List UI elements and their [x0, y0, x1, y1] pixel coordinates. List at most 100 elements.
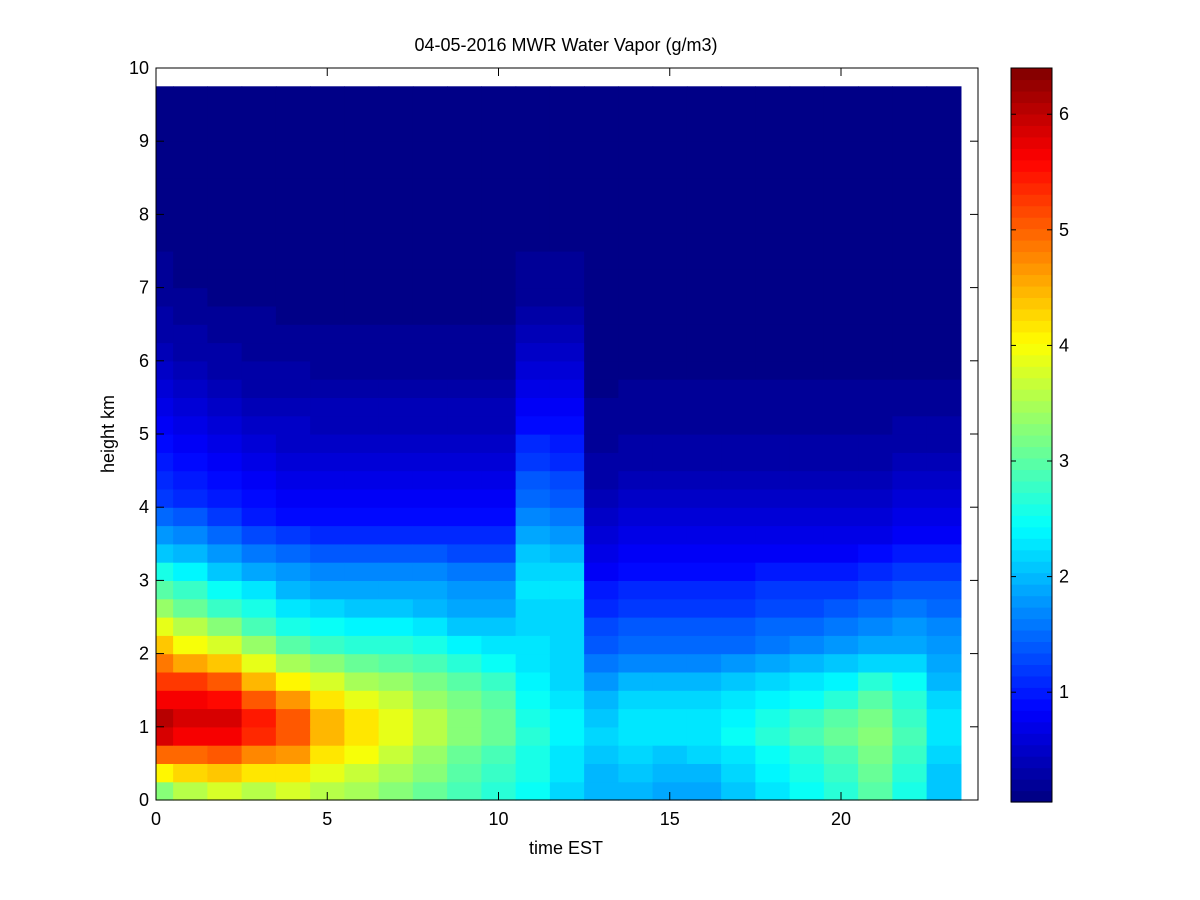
heatmap-cell: [652, 562, 688, 581]
heatmap-cell: [618, 617, 654, 636]
heatmap-cell: [515, 159, 551, 179]
heatmap-cell: [173, 543, 208, 563]
heatmap-cell: [378, 415, 414, 435]
heatmap-cell: [652, 251, 688, 270]
colorbar-segment: [1011, 698, 1052, 711]
heatmap-cell: [858, 690, 893, 710]
heatmap-cell: [515, 397, 551, 417]
heatmap-cell: [755, 324, 791, 344]
heatmap-cell: [858, 434, 893, 453]
heatmap-cell: [755, 562, 791, 581]
heatmap-cell: [156, 690, 174, 710]
y-tick-label: 4: [139, 497, 149, 517]
heatmap-cell: [652, 726, 688, 746]
heatmap-cell: [412, 452, 448, 472]
heatmap-cell: [926, 470, 962, 490]
heatmap-cell: [275, 324, 311, 344]
heatmap-cell: [310, 251, 345, 270]
heatmap-cell: [344, 690, 380, 710]
heatmap-cell: [412, 379, 448, 398]
heatmap-cell: [755, 635, 791, 655]
heatmap-cell: [173, 562, 208, 581]
heatmap-cell: [481, 562, 517, 581]
heatmap-cell: [686, 525, 722, 545]
heatmap-cell: [549, 287, 585, 307]
colorbar-segment: [1011, 90, 1052, 104]
heatmap-cell: [618, 671, 654, 691]
heatmap-cell: [241, 251, 277, 270]
heatmap-cell: [173, 470, 208, 490]
heatmap-cell: [823, 543, 859, 563]
heatmap-cell: [549, 196, 585, 215]
colorbar-segment: [1011, 136, 1052, 149]
heatmap-cell: [755, 617, 791, 636]
heatmap-cell: [310, 434, 345, 453]
heatmap-cell: [755, 379, 791, 398]
heatmap-cell: [892, 287, 928, 307]
heatmap-cell: [549, 653, 585, 673]
heatmap-cell: [447, 580, 482, 600]
heatmap-cell: [721, 690, 756, 710]
heatmap-cell: [789, 232, 825, 252]
heatmap-cell: [515, 635, 551, 655]
heatmap-cell: [378, 141, 414, 161]
heatmap-cell: [823, 763, 859, 783]
heatmap-cell: [344, 452, 380, 472]
heatmap-cell: [241, 86, 277, 106]
heatmap-cell: [173, 617, 208, 636]
heatmap-cell: [481, 287, 517, 307]
heatmap-cell: [156, 452, 174, 472]
heatmap-cell: [755, 434, 791, 453]
heatmap-cell: [686, 452, 722, 472]
heatmap-cell: [481, 507, 517, 527]
heatmap-cell: [156, 122, 174, 142]
heatmap-cell: [481, 360, 517, 380]
heatmap-cell: [515, 653, 551, 673]
heatmap-cell: [618, 305, 654, 325]
heatmap-cell: [481, 122, 517, 142]
heatmap-cell: [481, 232, 517, 252]
x-axis: 0 5 10 15 20: [151, 68, 851, 829]
heatmap-cell: [584, 269, 619, 289]
heatmap-cell: [156, 543, 174, 563]
heatmap-cell: [310, 104, 345, 124]
heatmap-cell: [447, 635, 482, 655]
heatmap-cell: [584, 598, 619, 618]
colorbar-segment: [1011, 297, 1052, 310]
heatmap-cell: [686, 488, 722, 508]
heatmap-cell: [926, 708, 962, 728]
heatmap-cell: [858, 617, 893, 636]
heatmap-cell: [515, 781, 551, 801]
heatmap-cell: [412, 104, 448, 124]
heatmap-cell: [378, 781, 414, 801]
heatmap-cell: [721, 104, 756, 124]
heatmap-cell: [652, 342, 688, 362]
heatmap-cell: [207, 86, 243, 106]
heatmap-cell: [173, 525, 208, 545]
heatmap-cell: [823, 379, 859, 398]
heatmap-cell: [447, 379, 482, 398]
heatmap-cell: [310, 507, 345, 527]
heatmap-cell: [344, 104, 380, 124]
heatmap-cell: [584, 525, 619, 545]
heatmap-cell: [173, 397, 208, 417]
heatmap-cell: [789, 397, 825, 417]
heatmap-cell: [892, 177, 928, 197]
heatmap-cell: [823, 434, 859, 453]
heatmap-cell: [378, 598, 414, 618]
heatmap-cell: [926, 360, 962, 380]
heatmap-cell: [156, 287, 174, 307]
heatmap-cell: [344, 617, 380, 636]
heatmap-cell: [344, 525, 380, 545]
x-tick-label: 0: [151, 809, 161, 829]
heatmap-cell: [618, 708, 654, 728]
heatmap-cell: [686, 251, 722, 270]
heatmap-cell: [173, 214, 208, 234]
heatmap-cell: [241, 470, 277, 490]
heatmap-cell: [156, 196, 174, 215]
heatmap-cell: [892, 452, 928, 472]
heatmap-cell: [789, 452, 825, 472]
heatmap-cell: [858, 635, 893, 655]
heatmap-cell: [892, 324, 928, 344]
colorbar-segment: [1011, 435, 1052, 448]
